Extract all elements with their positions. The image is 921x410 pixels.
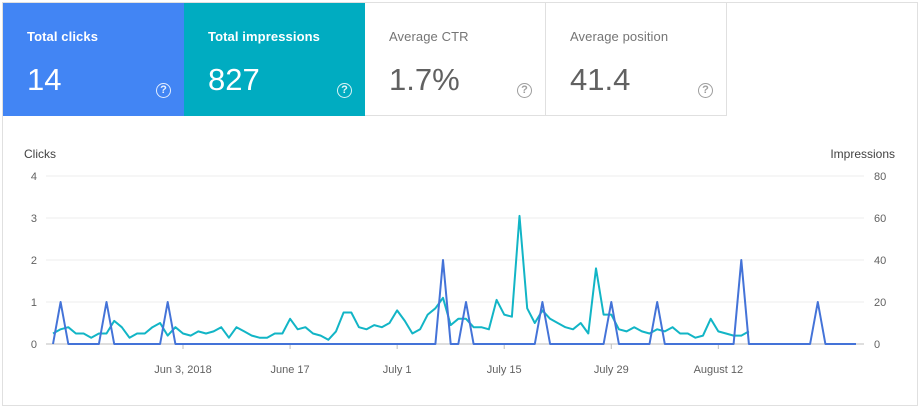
help-icon[interactable]: ? (698, 83, 713, 98)
tile-value: 14 (27, 62, 62, 97)
right-tick-label: 20 (874, 297, 886, 309)
help-icon[interactable]: ? (517, 83, 532, 98)
left-axis-title: Clicks (24, 147, 56, 161)
impressions-series-line (52, 214, 750, 341)
average-ctr-tile[interactable]: Average CTR 1.7% ? (365, 3, 546, 116)
left-tick-label: 3 (31, 213, 37, 225)
right-tick-label: 60 (874, 213, 886, 225)
x-tick-label: July 1 (383, 364, 412, 376)
tile-value: 1.7% (389, 62, 460, 97)
right-tick-label: 80 (874, 171, 886, 183)
tile-label: Average position (570, 29, 669, 44)
left-tick-label: 4 (31, 171, 37, 183)
x-tick-label: July 15 (487, 364, 522, 376)
left-tick-label: 0 (31, 339, 37, 351)
right-tick-label: 40 (874, 255, 886, 267)
x-tick-label: August 12 (694, 364, 744, 376)
x-tick-label: July 29 (594, 364, 629, 376)
help-icon[interactable]: ? (156, 83, 171, 98)
right-axis-title: Impressions (830, 147, 895, 161)
tile-value: 827 (208, 62, 260, 97)
tile-label: Average CTR (389, 29, 469, 44)
tile-label: Total clicks (27, 29, 99, 44)
x-tick-label: Jun 3, 2018 (154, 364, 212, 376)
left-tick-label: 2 (31, 255, 37, 267)
right-tick-label: 0 (874, 339, 880, 351)
clicks-series-line (52, 259, 856, 345)
tile-label: Total impressions (208, 29, 320, 44)
help-icon[interactable]: ? (337, 83, 352, 98)
tile-value: 41.4 (570, 62, 631, 97)
left-tick-label: 1 (31, 297, 37, 309)
total-clicks-tile[interactable]: Total clicks 14 ? (3, 3, 184, 116)
x-tick-label: June 17 (270, 364, 309, 376)
total-impressions-tile[interactable]: Total impressions 827 ? (184, 3, 365, 116)
average-position-tile[interactable]: Average position 41.4 ? (546, 3, 727, 116)
